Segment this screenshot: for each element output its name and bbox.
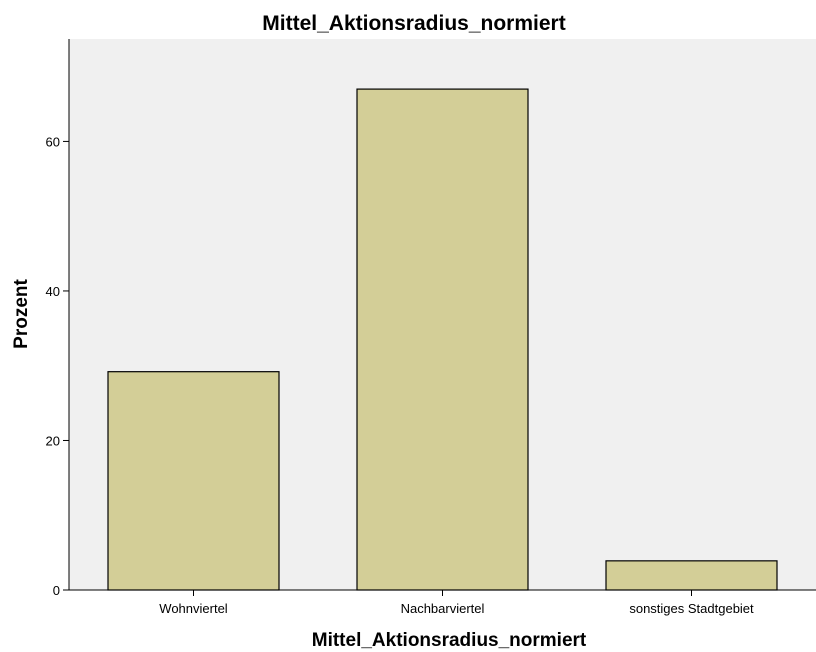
bar-0 (107, 371, 280, 591)
chart-title: Mittel_Aktionsradius_normiert (262, 12, 565, 35)
y-axis-ticks: 0 20 40 60 (46, 134, 69, 598)
bar-2 (605, 560, 778, 591)
y-tick-label-1: 20 (46, 433, 60, 448)
x-tick-label-0: Wohnviertel (159, 601, 228, 616)
x-axis-ticks: Wohnviertel Nachbarviertel sonstiges Stadt… (159, 590, 754, 616)
bar-1 (356, 88, 529, 591)
bars-group (107, 88, 778, 591)
y-tick-label-0: 0 (53, 583, 60, 598)
x-tick-label-1: Nachbarviertel (401, 601, 485, 616)
x-axis-title: Mittel_Aktionsradius_normiert (312, 630, 587, 651)
y-tick-label-3: 60 (46, 134, 60, 149)
x-tick-label-2: sonstiges Stadtgebiet (629, 601, 754, 616)
y-axis-title: Prozent (11, 278, 32, 348)
y-tick-label-2: 40 (46, 284, 60, 299)
